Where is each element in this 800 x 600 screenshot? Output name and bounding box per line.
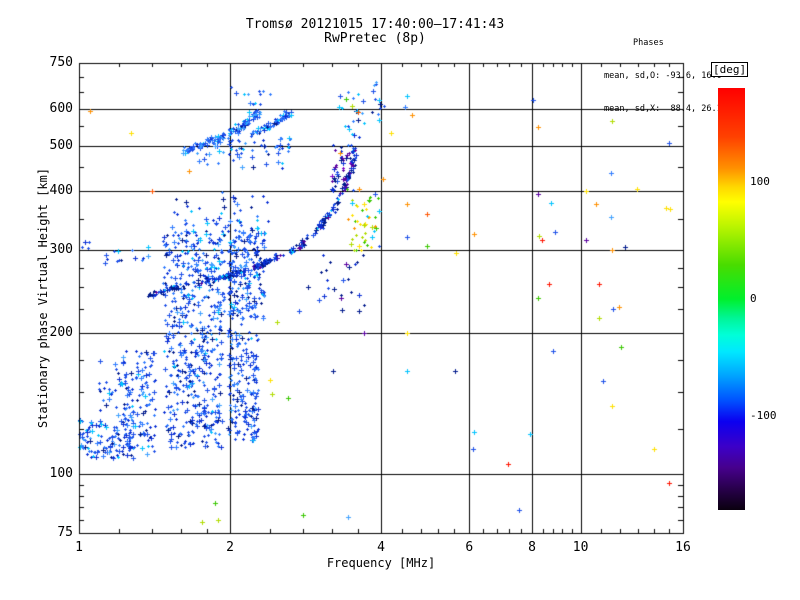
- x-tick-label: 6: [465, 540, 474, 555]
- colorbar-tick-label: 0: [750, 292, 757, 305]
- x-axis-title: Frequency [MHz]: [326, 556, 436, 570]
- y-tick-label: 100: [49, 466, 73, 482]
- x-tick-label: 4: [377, 540, 385, 555]
- y-tick-label: 300: [49, 242, 73, 258]
- y-tick-label: 600: [49, 100, 73, 116]
- phases-stats-block: Phases mean, sd,O: -93.6, 16.0 mean, sd,…: [604, 16, 722, 137]
- phases-heading: Phases: [633, 38, 664, 48]
- x-tick-label: 10: [572, 540, 589, 555]
- colorbar-tick-label: 100: [750, 174, 770, 188]
- chart-title: Tromsø 20121015 17:40:00–17:41:43: [245, 17, 505, 32]
- colorbar: [718, 88, 745, 510]
- y-tick-label: 75: [57, 525, 73, 540]
- y-tick-label: 500: [49, 137, 73, 153]
- x-tick-label: 16: [675, 540, 691, 555]
- phases-mean-sd-o: mean, sd,O: -93.6, 16.0: [604, 71, 722, 81]
- chart-subtitle: RwPretec (8p): [324, 31, 426, 46]
- x-tick-label: 8: [528, 540, 536, 555]
- colorbar-tick-label: -100: [750, 409, 777, 423]
- x-tick-label: 2: [226, 540, 234, 555]
- x-tick-label: 1: [75, 540, 83, 555]
- y-tick-label: 400: [49, 183, 73, 199]
- y-tick-label: 750: [49, 55, 73, 70]
- colorbar-unit-label: [deg]: [711, 62, 749, 77]
- y-axis-title: Stationary phase Virtual Height [km]: [36, 167, 50, 429]
- y-tick-label: 200: [49, 324, 73, 340]
- phases-mean-sd-x: mean, sd,X: 88.4, 26.1: [604, 104, 722, 114]
